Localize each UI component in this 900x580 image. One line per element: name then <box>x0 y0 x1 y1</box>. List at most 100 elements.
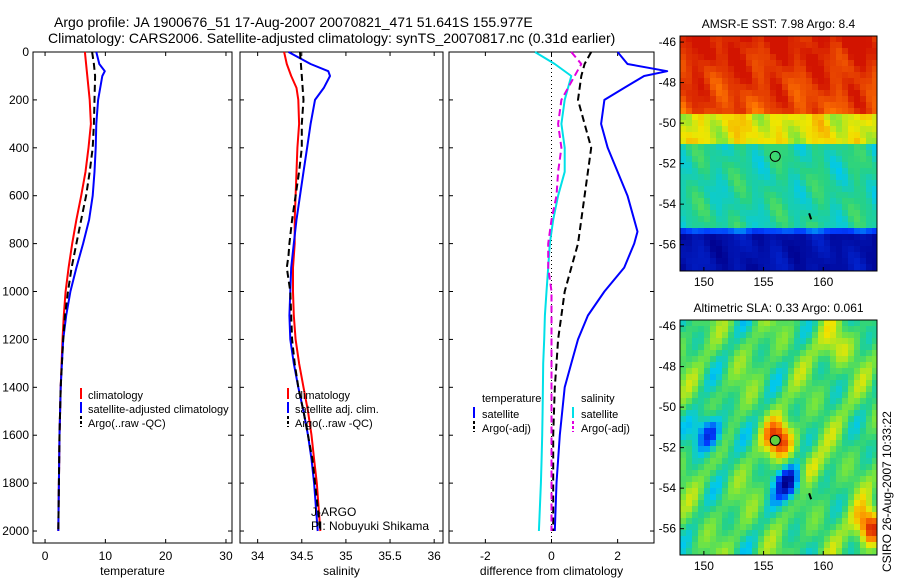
map-cell <box>758 542 764 548</box>
map-cell <box>716 186 722 192</box>
map-cell <box>704 380 710 386</box>
map-cell <box>740 252 746 258</box>
map-cell <box>758 470 764 476</box>
map-cell <box>764 48 770 54</box>
y-tick-label: -52 <box>659 157 677 171</box>
map-cell <box>710 410 716 416</box>
map-cell <box>692 338 698 344</box>
map-cell <box>800 494 806 500</box>
map-cell <box>860 536 866 542</box>
map-cell <box>818 186 824 192</box>
map-cell <box>710 482 716 488</box>
map-cell <box>686 240 692 246</box>
map-cell <box>710 398 716 404</box>
legend-group-header: salinity <box>581 393 615 405</box>
map-cell <box>752 150 758 156</box>
map-cell <box>806 500 812 506</box>
map-cell <box>794 518 800 524</box>
map-cell <box>710 320 716 326</box>
map-cell <box>836 440 842 446</box>
map-cell <box>782 410 788 416</box>
map-cell <box>722 150 728 156</box>
map-cell <box>860 518 866 524</box>
map-cell <box>686 150 692 156</box>
map-cell <box>722 96 728 102</box>
map-cell <box>788 60 794 66</box>
map-cell <box>758 222 764 228</box>
map-cell <box>824 428 830 434</box>
map-cell <box>830 536 836 542</box>
map-cell <box>866 60 872 66</box>
map-cell <box>686 54 692 60</box>
map-cell <box>686 374 692 380</box>
map-cell <box>740 338 746 344</box>
map-cell <box>818 356 824 362</box>
map-cell <box>794 422 800 428</box>
map-cell <box>728 216 734 222</box>
map-cell <box>824 228 830 234</box>
map-cell <box>860 404 866 410</box>
map-cell <box>740 204 746 210</box>
map-cell <box>704 434 710 440</box>
map-cell <box>848 332 854 338</box>
map-cell <box>746 452 752 458</box>
map-cell <box>728 494 734 500</box>
map-cell <box>698 126 704 132</box>
map-cell <box>716 252 722 258</box>
map-cell <box>752 446 758 452</box>
map-cell <box>872 338 877 344</box>
map-cell <box>848 90 854 96</box>
map-cell <box>800 482 806 488</box>
map-cell <box>818 482 824 488</box>
map-cell <box>716 410 722 416</box>
map-cell <box>854 246 860 252</box>
map-cell <box>710 156 716 162</box>
map-cell <box>842 42 848 48</box>
map-cell <box>716 386 722 392</box>
map-cell <box>800 162 806 168</box>
map-cell <box>836 362 842 368</box>
map-cell <box>848 548 854 554</box>
map-cell <box>824 222 830 228</box>
map-cell <box>746 174 752 180</box>
map-cell <box>800 332 806 338</box>
map-cell <box>830 240 836 246</box>
map-cell <box>800 186 806 192</box>
map-cell <box>866 204 872 210</box>
map-cell <box>758 404 764 410</box>
map-cell <box>764 156 770 162</box>
map-cell <box>818 374 824 380</box>
map-cell <box>728 440 734 446</box>
map-cell <box>854 344 860 350</box>
map-cell <box>800 48 806 54</box>
map-cell <box>764 518 770 524</box>
map-cell <box>794 482 800 488</box>
map-cell <box>710 168 716 174</box>
map-cell <box>806 168 812 174</box>
map-cell <box>722 548 728 554</box>
map-cell <box>860 228 866 234</box>
map-cell <box>692 542 698 548</box>
map-cell <box>764 36 770 42</box>
map-cell <box>746 42 752 48</box>
map-cell <box>848 398 854 404</box>
map-cell <box>716 518 722 524</box>
map-cell <box>788 410 794 416</box>
map-cell <box>686 192 692 198</box>
map-cell <box>800 476 806 482</box>
y-tick-label: 600 <box>9 189 29 203</box>
map-cell <box>854 138 860 144</box>
map-cell <box>842 410 848 416</box>
map-cell <box>812 240 818 246</box>
map-cell <box>824 470 830 476</box>
map-cell <box>776 252 782 258</box>
map-cell <box>770 90 776 96</box>
map-cell <box>866 500 872 506</box>
map-cell <box>722 524 728 530</box>
map-cell <box>836 264 842 270</box>
map-cell <box>800 326 806 332</box>
map-cell <box>686 356 692 362</box>
map-cell <box>860 524 866 530</box>
map-cell <box>698 464 704 470</box>
map-cell <box>866 132 872 138</box>
